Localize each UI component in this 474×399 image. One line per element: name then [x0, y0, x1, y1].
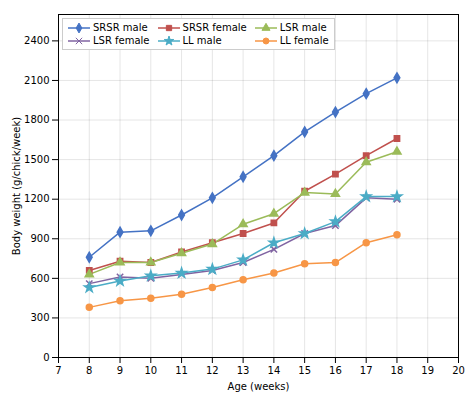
html-text:LL male: LL male	[182, 35, 222, 46]
svg-text:14: 14	[268, 365, 281, 376]
svg-text:9: 9	[117, 365, 123, 376]
svg-text:11: 11	[175, 365, 188, 376]
svg-text:1500: 1500	[24, 154, 49, 165]
svg-text:600: 600	[30, 273, 49, 284]
svg-text:20: 20	[452, 365, 465, 376]
svg-text:2400: 2400	[24, 35, 49, 46]
svg-text:13: 13	[237, 365, 250, 376]
svg-text:2100: 2100	[24, 75, 49, 86]
svg-text:1200: 1200	[24, 193, 49, 204]
svg-text:Body weight (g/chick/week): Body weight (g/chick/week)	[11, 117, 22, 255]
svg-text:7: 7	[55, 365, 61, 376]
svg-text:300: 300	[30, 312, 49, 323]
html-text:LL female: LL female	[279, 35, 329, 46]
svg-text:18: 18	[391, 365, 404, 376]
svg-text:16: 16	[329, 365, 342, 376]
svg-text:17: 17	[360, 365, 373, 376]
svg-text:Age (weeks): Age (weeks)	[228, 381, 290, 392]
html-text:SRSR female: SRSR female	[182, 22, 247, 33]
html-text:LSR male: LSR male	[279, 22, 327, 33]
svg-text:19: 19	[421, 365, 434, 376]
svg-text:900: 900	[30, 233, 49, 244]
svg-text:1800: 1800	[24, 114, 49, 125]
svg-text:8: 8	[86, 365, 92, 376]
svg-text:0: 0	[43, 352, 49, 363]
svg-text:15: 15	[298, 365, 311, 376]
svg-text:10: 10	[144, 365, 157, 376]
svg-text:12: 12	[206, 365, 219, 376]
html-text:SRSR male: SRSR male	[93, 22, 148, 33]
html-text:LSR female: LSR female	[93, 35, 150, 46]
